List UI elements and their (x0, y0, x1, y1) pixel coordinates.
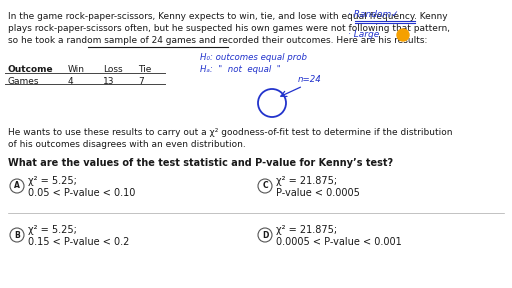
Text: χ² = 5.25;: χ² = 5.25; (28, 225, 77, 235)
Text: In the game rock-paper-scissors, Kenny expects to win, tie, and lose with equal : In the game rock-paper-scissors, Kenny e… (8, 12, 447, 21)
Text: P-value < 0.0005: P-value < 0.0005 (276, 188, 360, 198)
Text: What are the values of the test statistic and P-value for Kenny’s test?: What are the values of the test statisti… (8, 158, 393, 168)
Text: A: A (14, 181, 20, 190)
Text: Loss: Loss (103, 65, 123, 74)
Text: 7: 7 (138, 77, 144, 86)
Text: n=24: n=24 (298, 75, 322, 84)
Text: 4: 4 (68, 77, 74, 86)
Text: χ² = 21.875;: χ² = 21.875; (276, 176, 337, 186)
Text: 0.0005 < P-value < 0.001: 0.0005 < P-value < 0.001 (276, 237, 402, 247)
Text: Hₐ:  "  not  equal  ": Hₐ: " not equal " (200, 65, 281, 74)
Text: · Random✓: · Random✓ (348, 10, 399, 19)
Text: plays rock-paper-scissors often, but he suspected his own games were not followi: plays rock-paper-scissors often, but he … (8, 24, 450, 33)
Circle shape (397, 29, 409, 41)
Text: D: D (262, 230, 268, 240)
Text: H₀: outcomes equal prob: H₀: outcomes equal prob (200, 53, 307, 62)
Text: of his outcomes disagrees with an even distribution.: of his outcomes disagrees with an even d… (8, 140, 246, 149)
Text: · Large: · Large (348, 30, 379, 39)
Text: Games: Games (8, 77, 39, 86)
Text: so he took a random sample of 24 games and recorded their outcomes. Here are his: so he took a random sample of 24 games a… (8, 36, 428, 45)
Text: 0.05 < P-value < 0.10: 0.05 < P-value < 0.10 (28, 188, 135, 198)
Text: 13: 13 (103, 77, 115, 86)
Text: B: B (14, 230, 20, 240)
Text: χ² = 21.875;: χ² = 21.875; (276, 225, 337, 235)
Text: χ² = 5.25;: χ² = 5.25; (28, 176, 77, 186)
Text: Win: Win (68, 65, 85, 74)
Text: Tie: Tie (138, 65, 152, 74)
Text: Outcome: Outcome (8, 65, 54, 74)
Text: C: C (262, 181, 268, 190)
Text: He wants to use these results to carry out a χ² goodness-of-fit test to determin: He wants to use these results to carry o… (8, 128, 453, 137)
Text: 0.15 < P-value < 0.2: 0.15 < P-value < 0.2 (28, 237, 130, 247)
